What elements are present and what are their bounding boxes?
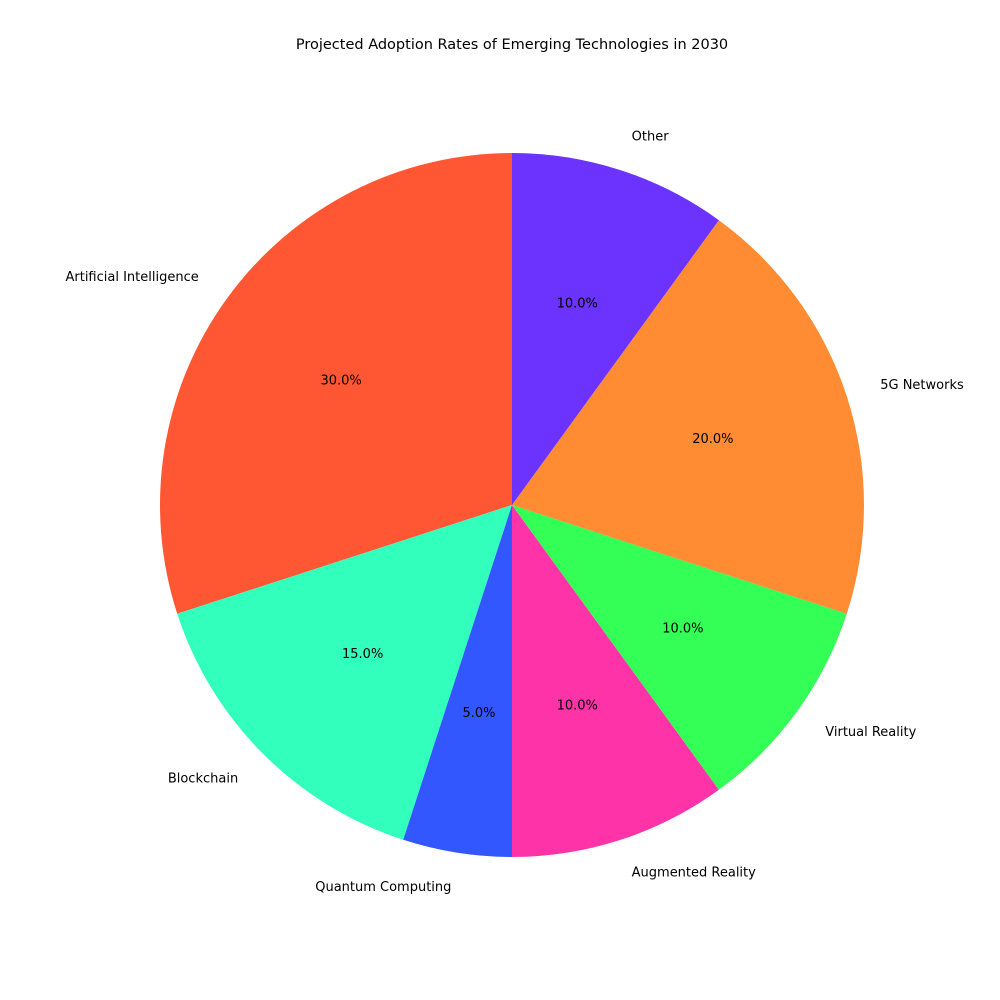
- pie-slice-5g-networks: [512, 220, 865, 614]
- pie-slice-blockchain: [177, 505, 513, 840]
- pie-slice-virtual-reality: [512, 505, 847, 790]
- slice-label-augmented-reality: Augmented Reality: [632, 866, 756, 881]
- slice-label-artificial-intelligence: Artificial Intelligence: [65, 270, 198, 285]
- pct-label-5g-networks: 20.0%: [692, 432, 733, 447]
- chart-title: Projected Adoption Rates of Emerging Tec…: [296, 37, 728, 53]
- pct-label-quantum-computing: 5.0%: [462, 706, 495, 721]
- pie-slices: [159, 153, 865, 857]
- slice-label-5g-networks: 5G Networks: [880, 378, 964, 393]
- pie-labels: Artificial Intelligence 30.0% Blockchain 15…: [65, 129, 964, 895]
- slice-label-other: Other: [632, 129, 670, 144]
- slice-label-virtual-reality: Virtual Reality: [825, 725, 916, 740]
- pct-label-artificial-intelligence: 30.0%: [320, 373, 361, 388]
- pie-slice-quantum-computing: [403, 505, 512, 857]
- pct-label-augmented-reality: 10.0%: [557, 698, 598, 713]
- slice-label-quantum-computing: Quantum Computing: [315, 880, 451, 895]
- pie-slice-augmented-reality: [512, 505, 719, 857]
- pct-label-other: 10.0%: [557, 297, 598, 312]
- pie-slice-other: [512, 153, 719, 505]
- slice-label-blockchain: Blockchain: [168, 771, 238, 786]
- pie-slice-artificial-intelligence: [159, 153, 513, 614]
- pct-label-virtual-reality: 10.0%: [662, 622, 703, 637]
- pct-label-blockchain: 15.0%: [342, 647, 383, 662]
